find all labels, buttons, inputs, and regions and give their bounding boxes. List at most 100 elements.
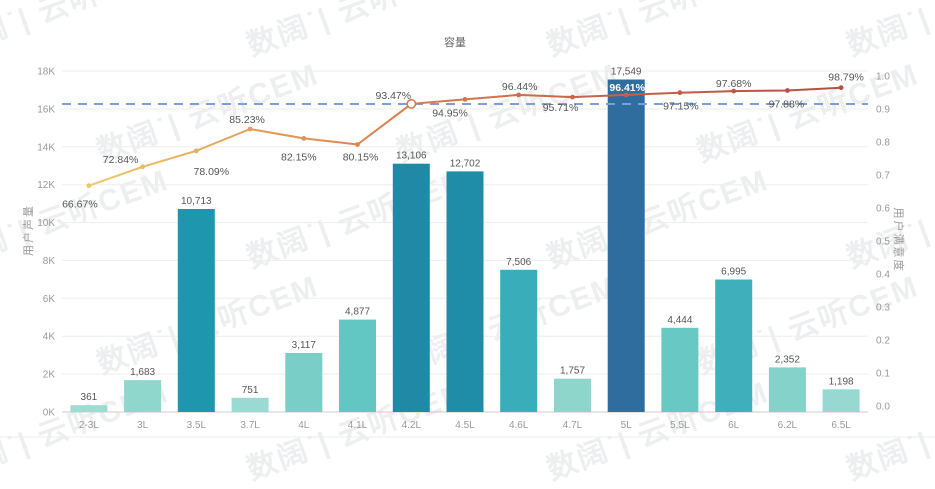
bar-value-label: 12,702 xyxy=(450,158,481,169)
bar-4.7L[interactable] xyxy=(554,378,591,412)
line-point[interactable] xyxy=(140,164,146,170)
line-point[interactable] xyxy=(570,94,575,100)
left-axis-tick: 16K xyxy=(37,104,55,115)
right-axis-tick: 0.0 xyxy=(876,402,890,413)
right-axis-tick: 0.2 xyxy=(876,336,890,347)
bar-4L[interactable] xyxy=(285,353,323,412)
x-axis-label: 4L xyxy=(298,420,310,431)
line-point[interactable] xyxy=(677,90,683,96)
line-percent-label: 78.09% xyxy=(193,166,229,178)
capacity-chart: 0K 2K 4K 6K 8K 10K 12K 14K 16K 18K 0.0 0.1 0.2 0.3 0.4… xyxy=(0,67,935,438)
right-axis-tick: 1.0 xyxy=(876,72,890,83)
line-percent-label: 97.68% xyxy=(716,78,752,90)
right-axis-tick: 0.1 xyxy=(876,369,890,380)
x-axis-label: 4.1L xyxy=(348,420,368,431)
bar-value-label: 4,444 xyxy=(667,315,692,326)
left-axis-tick: 0K xyxy=(43,408,56,419)
line-percent-label: 98.79% xyxy=(828,72,864,84)
bar-value-label: 1,198 xyxy=(829,376,854,387)
line-point[interactable] xyxy=(623,92,629,98)
x-axis-label: 3.7L xyxy=(240,420,260,431)
x-axis-label: 4.6L xyxy=(509,420,529,431)
line-point[interactable] xyxy=(86,183,92,189)
left-axis-title: 用户声量 xyxy=(23,204,35,256)
line-point[interactable] xyxy=(516,92,522,98)
line-percent-label: 95.71% xyxy=(543,102,579,114)
line-point-highlighted[interactable] xyxy=(406,98,417,109)
right-axis-title: 用户满意度 xyxy=(892,207,904,273)
x-axis-label: 2-3L xyxy=(79,420,99,431)
x-axis-label: 4.5L xyxy=(455,420,475,431)
x-axis-label: 5L xyxy=(621,420,633,431)
right-axis-tick: 0.3 xyxy=(876,303,890,314)
chart-title: 容量 xyxy=(444,37,466,49)
left-axis-tick: 14K xyxy=(37,142,55,153)
x-axis-label: 4.2L xyxy=(402,420,422,431)
line-percent-label: 85.23% xyxy=(229,114,265,126)
bar-value-label: 3,117 xyxy=(292,340,317,351)
line-point[interactable] xyxy=(247,126,253,132)
line-point[interactable] xyxy=(838,85,844,91)
bar-value-label: 361 xyxy=(81,392,98,403)
left-axis-tick: 2K xyxy=(43,370,56,381)
x-axis-label: 3L xyxy=(137,420,149,431)
line-point[interactable] xyxy=(193,148,199,154)
left-axis-tick: 8K xyxy=(43,256,56,267)
bar-6.2L[interactable] xyxy=(768,367,806,412)
x-axis-label: 4.7L xyxy=(563,420,583,431)
line-percent-label: 96.44% xyxy=(502,81,538,93)
line-percent-label: 80.15% xyxy=(343,152,379,164)
line-percent-label: 93.47% xyxy=(375,90,411,102)
bar-4.6L[interactable] xyxy=(500,269,538,412)
bar-value-label: 1,683 xyxy=(130,367,155,378)
right-axis-tick: 0.8 xyxy=(876,138,890,149)
line-point[interactable] xyxy=(462,97,468,102)
line-percent-label: 97.15% xyxy=(663,101,699,113)
right-axis-tick: 0.9 xyxy=(876,105,890,116)
bar-6.5L[interactable] xyxy=(822,389,860,412)
bar-value-label: 6,995 xyxy=(721,267,746,278)
bar-value-label: 13,106 xyxy=(396,151,427,162)
right-axis-tick: 0.5 xyxy=(876,237,890,248)
x-axis-label: 6L xyxy=(728,420,740,431)
bar-value-label: 10,713 xyxy=(181,196,212,207)
left-axis-tick: 6K xyxy=(43,294,56,305)
bar-3L[interactable] xyxy=(124,380,162,412)
right-axis-tick: 0.4 xyxy=(876,270,890,281)
bar-value-label: 4,877 xyxy=(345,307,370,318)
line-point[interactable] xyxy=(731,88,737,94)
bar-value-label: 7,506 xyxy=(506,257,531,268)
line-percent-label: 94.95% xyxy=(432,107,468,119)
bar-value-label: 17,549 xyxy=(611,67,642,78)
line-percent-label: 97.88% xyxy=(769,99,805,111)
bar-3.7L[interactable] xyxy=(231,397,269,412)
line-point[interactable] xyxy=(785,88,790,93)
bar-value-label: 751 xyxy=(242,385,259,396)
line-percent-label: 96.41% xyxy=(609,82,645,94)
right-axis-tick: 0.6 xyxy=(876,204,890,215)
line-percent-label: 66.67% xyxy=(62,199,98,211)
left-axis-tick: 12K xyxy=(37,180,55,191)
left-axis-tick: 10K xyxy=(37,218,55,229)
line-percent-label: 82.15% xyxy=(281,151,317,163)
bar-4.1L[interactable] xyxy=(339,319,376,412)
line-percent-label: 72.84% xyxy=(103,154,139,166)
bar-2-3L[interactable] xyxy=(70,405,108,412)
bar-5L[interactable] xyxy=(607,79,645,413)
x-axis-label: 6.5L xyxy=(831,420,851,431)
line-point[interactable] xyxy=(301,136,307,141)
bar-4.2L[interactable] xyxy=(392,163,430,412)
bar-6L[interactable] xyxy=(715,279,753,413)
x-axis-label: 3.5L xyxy=(187,420,207,431)
x-axis-label: 5.5L xyxy=(670,420,690,431)
bar-3.5L[interactable] xyxy=(177,209,215,412)
line-point[interactable] xyxy=(355,142,360,147)
bar-5.5L[interactable] xyxy=(661,327,699,412)
right-axis-tick: 0.7 xyxy=(876,171,890,182)
bar-value-label: 2,352 xyxy=(775,354,800,365)
left-axis-tick: 18K xyxy=(37,67,55,78)
x-axis-label: 6.2L xyxy=(778,420,798,431)
bar-value-label: 1,757 xyxy=(560,366,585,377)
left-axis-tick: 4K xyxy=(43,332,56,343)
bar-4.5L[interactable] xyxy=(446,171,484,412)
